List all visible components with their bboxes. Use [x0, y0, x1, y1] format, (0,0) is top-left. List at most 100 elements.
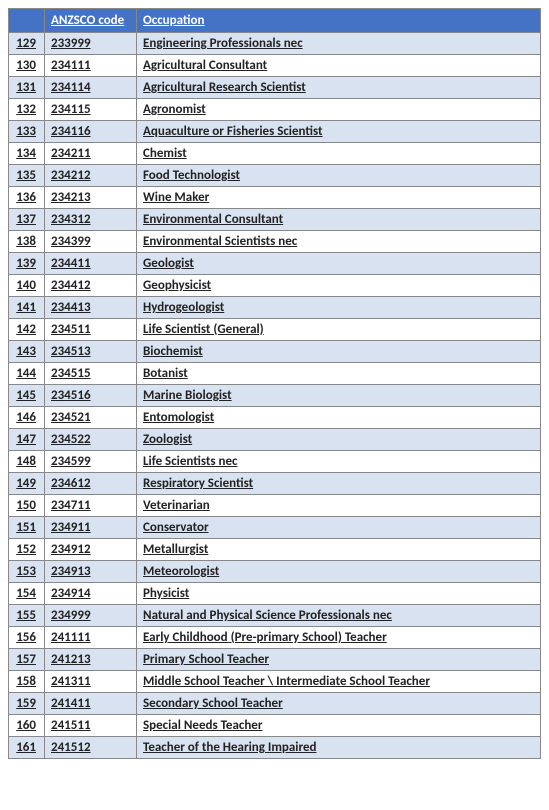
row-index: 129: [9, 33, 45, 55]
row-occupation: Metallurgist: [137, 539, 541, 561]
row-index: 157: [9, 649, 45, 671]
table-row: 149234612Respiratory Scientist: [9, 473, 541, 495]
table-row: 147234522Zoologist: [9, 429, 541, 451]
row-occupation: Hydrogeologist: [137, 297, 541, 319]
row-code: 241411: [45, 693, 137, 715]
row-index: 144: [9, 363, 45, 385]
row-index: 148: [9, 451, 45, 473]
row-occupation: Biochemist: [137, 341, 541, 363]
row-code: 234515: [45, 363, 137, 385]
row-occupation: Middle School Teacher \ Intermediate Sch…: [137, 671, 541, 693]
table-row: 156241111Early Childhood (Pre-primary Sc…: [9, 627, 541, 649]
row-occupation: Geophysicist: [137, 275, 541, 297]
row-occupation: Conservator: [137, 517, 541, 539]
row-index: 135: [9, 165, 45, 187]
row-index: 132: [9, 99, 45, 121]
row-index: 153: [9, 561, 45, 583]
row-index: 130: [9, 55, 45, 77]
row-occupation: Engineering Professionals nec: [137, 33, 541, 55]
row-occupation: Natural and Physical Science Professiona…: [137, 605, 541, 627]
table-row: 159241411Secondary School Teacher: [9, 693, 541, 715]
row-occupation: Secondary School Teacher: [137, 693, 541, 715]
row-occupation: Marine Biologist: [137, 385, 541, 407]
header-occupation: Occupation: [137, 9, 541, 33]
row-occupation: Environmental Scientists nec: [137, 231, 541, 253]
row-code: 234212: [45, 165, 137, 187]
header-index: [9, 9, 45, 33]
table-row: 153234913Meteorologist: [9, 561, 541, 583]
table-row: 131234114Agricultural Research Scientist: [9, 77, 541, 99]
table-row: 146234521Entomologist: [9, 407, 541, 429]
row-index: 139: [9, 253, 45, 275]
row-code: 234522: [45, 429, 137, 451]
row-code: 234412: [45, 275, 137, 297]
row-code: 234911: [45, 517, 137, 539]
row-index: 133: [9, 121, 45, 143]
row-index: 143: [9, 341, 45, 363]
table-row: 152234912Metallurgist: [9, 539, 541, 561]
row-code: 234914: [45, 583, 137, 605]
row-index: 137: [9, 209, 45, 231]
row-code: 234116: [45, 121, 137, 143]
row-occupation: Agricultural Consultant: [137, 55, 541, 77]
row-index: 154: [9, 583, 45, 605]
row-index: 131: [9, 77, 45, 99]
row-index: 158: [9, 671, 45, 693]
table-header-row: ANZSCO code Occupation: [9, 9, 541, 33]
table-row: 155234999Natural and Physical Science Pr…: [9, 605, 541, 627]
table-row: 138234399Environmental Scientists nec: [9, 231, 541, 253]
table-row: 158241311Middle School Teacher \ Interme…: [9, 671, 541, 693]
row-code: 234211: [45, 143, 137, 165]
row-occupation: Botanist: [137, 363, 541, 385]
row-code: 234413: [45, 297, 137, 319]
table-row: 134234211Chemist: [9, 143, 541, 165]
table-row: 129233999Engineering Professionals nec: [9, 33, 541, 55]
row-occupation: Veterinarian: [137, 495, 541, 517]
row-occupation: Agronomist: [137, 99, 541, 121]
row-occupation: Life Scientist (General): [137, 319, 541, 341]
row-index: 138: [9, 231, 45, 253]
row-index: 140: [9, 275, 45, 297]
row-occupation: Special Needs Teacher: [137, 715, 541, 737]
row-index: 145: [9, 385, 45, 407]
row-code: 234511: [45, 319, 137, 341]
row-occupation: Geologist: [137, 253, 541, 275]
table-row: 148234599Life Scientists nec: [9, 451, 541, 473]
table-row: 141234413Hydrogeologist: [9, 297, 541, 319]
row-code: 241111: [45, 627, 137, 649]
row-index: 159: [9, 693, 45, 715]
table-row: 130234111Agricultural Consultant: [9, 55, 541, 77]
row-code: 233999: [45, 33, 137, 55]
row-code: 234711: [45, 495, 137, 517]
row-code: 234111: [45, 55, 137, 77]
row-occupation: Environmental Consultant: [137, 209, 541, 231]
row-index: 152: [9, 539, 45, 561]
row-occupation: Early Childhood (Pre-primary School) Tea…: [137, 627, 541, 649]
row-code: 234115: [45, 99, 137, 121]
row-index: 155: [9, 605, 45, 627]
row-code: 234913: [45, 561, 137, 583]
row-index: 149: [9, 473, 45, 495]
row-occupation: Chemist: [137, 143, 541, 165]
row-occupation: Entomologist: [137, 407, 541, 429]
row-code: 234411: [45, 253, 137, 275]
row-code: 234516: [45, 385, 137, 407]
table-row: 135234212Food Technologist: [9, 165, 541, 187]
table-row: 144234515Botanist: [9, 363, 541, 385]
table-row: 161241512Teacher of the Hearing Impaired: [9, 737, 541, 759]
row-occupation: Respiratory Scientist: [137, 473, 541, 495]
table-row: 154234914Physicist: [9, 583, 541, 605]
row-code: 241213: [45, 649, 137, 671]
table-row: 136234213Wine Maker: [9, 187, 541, 209]
row-occupation: Zoologist: [137, 429, 541, 451]
table-row: 140234412Geophysicist: [9, 275, 541, 297]
row-code: 234599: [45, 451, 137, 473]
row-code: 241512: [45, 737, 137, 759]
row-index: 141: [9, 297, 45, 319]
row-code: 241511: [45, 715, 137, 737]
row-index: 134: [9, 143, 45, 165]
row-code: 241311: [45, 671, 137, 693]
table-row: 160241511Special Needs Teacher: [9, 715, 541, 737]
table-row: 133234116Aquaculture or Fisheries Scient…: [9, 121, 541, 143]
table-row: 145234516Marine Biologist: [9, 385, 541, 407]
